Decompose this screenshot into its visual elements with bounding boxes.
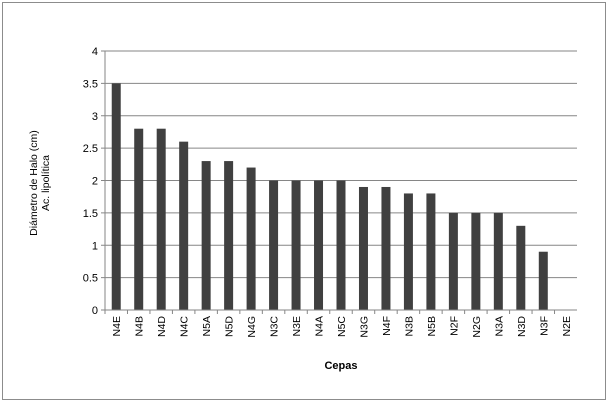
chart-area: 0 0.5 1 1.5 2 2.5 3 3.5 4 N4E N4B N4D N4C N5A N5D N4G N… xyxy=(2,2,606,400)
bar-n5c xyxy=(336,180,346,310)
bar-n3a xyxy=(493,212,503,310)
y-tick-label: 4 xyxy=(92,46,98,58)
x-tick-labels: N4E N4B N4D N4C N5A N5D N4G N3C N3E N4A N5C N3G N4F N… xyxy=(111,316,573,338)
axes xyxy=(104,51,577,311)
bar-n3c xyxy=(269,180,279,310)
y-tick-label: 0 xyxy=(92,305,98,317)
x-tick-label: N4D xyxy=(156,316,168,337)
bar-n3b xyxy=(403,193,413,310)
bar-n3e xyxy=(291,180,301,310)
x-tick-label: N5C xyxy=(336,316,348,337)
x-tick-label: N3C xyxy=(269,316,281,337)
x-tick-label: N4E xyxy=(111,316,123,336)
x-tick-label: N3A xyxy=(493,316,505,336)
x-tick-label: N2G xyxy=(471,316,483,338)
y-tick-label: 1 xyxy=(92,240,98,252)
bar-n4c xyxy=(179,141,189,310)
bar-n2g xyxy=(471,212,481,310)
bar-n5a xyxy=(201,161,211,310)
y-tick-label: 2.5 xyxy=(83,143,98,155)
x-axis-label: Cepas xyxy=(324,360,357,372)
y-tick-labels: 0 0.5 1 1.5 2 2.5 3 3.5 4 xyxy=(83,46,98,317)
bar-n5d xyxy=(224,161,234,310)
bar-n4b xyxy=(134,128,144,310)
bar-n2f xyxy=(448,212,458,310)
bars xyxy=(111,83,548,310)
bar-n4d xyxy=(156,128,166,310)
bar-n4f xyxy=(381,186,391,310)
bar-chart: 00.511.522.533.54 N4E N4B N4D N4C N5A N5D N4G N… xyxy=(28,46,577,372)
x-tick-label: N4C xyxy=(179,316,191,337)
bar-n3g xyxy=(358,186,368,310)
bar-n4a xyxy=(314,180,324,310)
y-tick-label: 3.5 xyxy=(83,78,98,90)
y-tick-label: 1.5 xyxy=(83,208,98,220)
bar-n3d xyxy=(516,225,526,310)
y-tick-label: 0.5 xyxy=(83,273,98,285)
x-tick-label: N3G xyxy=(358,316,370,338)
x-tick-label: N2F xyxy=(448,316,460,336)
x-tick-label: N3F xyxy=(538,316,550,336)
y-tick-label: 2 xyxy=(92,176,98,188)
x-tick-label: N5A xyxy=(201,316,213,336)
bar-n4g xyxy=(246,167,256,310)
x-tick-label: N4F xyxy=(381,316,393,336)
x-tick-label: N3D xyxy=(516,316,528,337)
bar-n4e xyxy=(111,83,121,310)
bar-n3f xyxy=(538,251,548,310)
x-tick-label: N4A xyxy=(314,316,326,336)
x-tick-label: N3B xyxy=(403,316,415,336)
x-tick-label: N4G xyxy=(246,316,258,338)
y-tick-label: 3 xyxy=(92,111,98,123)
x-tick-label: N2E xyxy=(561,316,573,336)
x-tick-label: N4B xyxy=(134,316,146,336)
y-axis-label-line-2: Ac. lipolítica xyxy=(40,155,52,211)
y-axis-label-line-1: Diámetro de Halo (cm) xyxy=(28,130,40,236)
x-tick-label: N5B xyxy=(426,316,438,336)
x-tick-label: N5D xyxy=(224,316,236,337)
x-tick-label: N3E xyxy=(291,316,303,336)
bar-n5b xyxy=(426,193,436,310)
